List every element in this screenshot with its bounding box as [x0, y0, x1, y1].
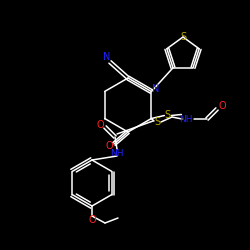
Text: O: O [218, 101, 226, 111]
Text: S: S [154, 117, 160, 127]
Text: S: S [180, 32, 186, 42]
Text: NH: NH [110, 148, 124, 158]
Text: O: O [88, 215, 96, 225]
Text: O: O [96, 120, 104, 130]
Text: N: N [152, 84, 159, 94]
Text: N: N [103, 52, 111, 62]
Text: S: S [164, 110, 170, 120]
Text: NH: NH [179, 114, 193, 124]
Text: O: O [105, 141, 113, 151]
